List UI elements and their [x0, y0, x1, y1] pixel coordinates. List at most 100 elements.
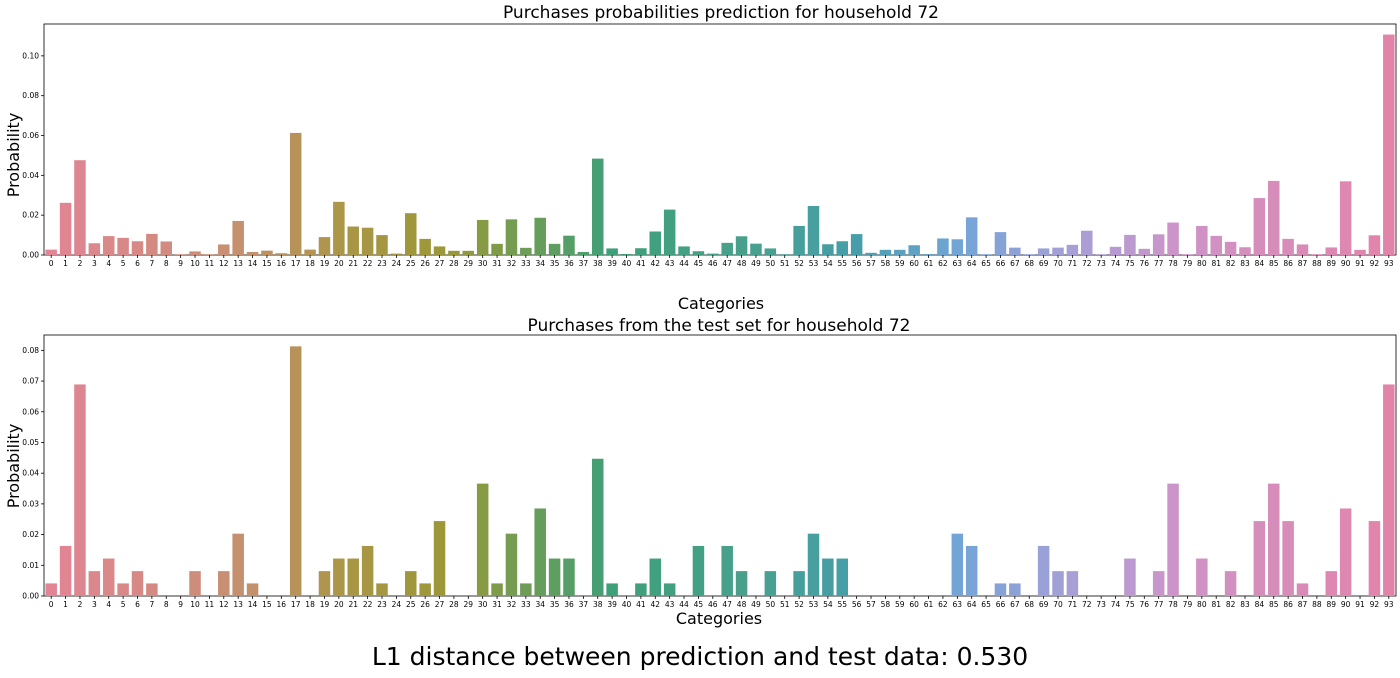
x-tick-label: 61 [924, 600, 934, 609]
bar [433, 246, 446, 255]
bar [1253, 198, 1266, 255]
bar [1210, 235, 1222, 255]
x-tick-label: 79 [1183, 259, 1193, 268]
y-tick-label: 0.06 [22, 407, 39, 416]
x-tick-label: 26 [420, 259, 430, 268]
bar [1267, 180, 1280, 255]
bar [376, 583, 388, 596]
x-tick-label: 42 [651, 600, 661, 609]
x-tick-label: 23 [377, 600, 387, 609]
x-tick-label: 82 [1226, 259, 1236, 268]
bar [1368, 521, 1381, 596]
plot-area: 0.000.010.020.030.040.050.060.070.080 1 2 3… [22, 334, 1397, 609]
bar [764, 571, 777, 596]
x-tick-label: 91 [1355, 600, 1365, 609]
y-tick-label: 0.02 [22, 530, 39, 539]
bar [1009, 247, 1021, 255]
bar [117, 237, 129, 255]
bar [793, 571, 805, 596]
x-tick-label: 51 [780, 600, 790, 609]
x-tick-label: 42 [651, 259, 661, 268]
y-axis-label: Probability [4, 424, 23, 509]
x-tick-label: 88 [1312, 259, 1322, 268]
x-tick-label: 5 [121, 600, 126, 609]
bar [1267, 483, 1280, 596]
x-tick-label: 32 [507, 259, 517, 268]
x-tick-label: 20 [334, 600, 344, 609]
x-tick-label: 19 [320, 600, 330, 609]
bar [361, 545, 374, 596]
bar [951, 533, 964, 596]
x-tick-label: 23 [377, 259, 387, 268]
x-tick-label: 25 [406, 259, 416, 268]
bar [1124, 234, 1136, 255]
x-tick-label: 21 [348, 259, 358, 268]
x-tick-label: 52 [794, 600, 804, 609]
bar [606, 583, 618, 596]
bar [836, 558, 849, 596]
x-tick-label: 81 [1211, 600, 1221, 609]
bar [74, 160, 86, 255]
x-tick-label: 58 [881, 259, 891, 268]
x-tick-label: 30 [478, 259, 488, 268]
bar [160, 241, 173, 255]
bar [793, 225, 805, 255]
bar [45, 249, 57, 255]
x-tick-label: 56 [852, 259, 862, 268]
x-tick-label: 11 [205, 600, 215, 609]
x-tick-label: 21 [348, 600, 358, 609]
bar [1325, 247, 1338, 255]
x-tick-label: 38 [593, 259, 603, 268]
bar [376, 235, 388, 255]
x-tick-label: 77 [1154, 600, 1164, 609]
bar [563, 235, 575, 255]
x-tick-label: 22 [363, 600, 373, 609]
y-tick-label: 0.04 [22, 171, 39, 180]
x-tick-label: 83 [1240, 600, 1250, 609]
x-tick-label: 40 [622, 259, 632, 268]
bar [476, 219, 489, 255]
x-tick-label: 85 [1269, 600, 1279, 609]
bar [218, 244, 230, 255]
x-tick-label: 28 [449, 259, 459, 268]
x-tick-label: 2 [78, 259, 83, 268]
bar [491, 243, 503, 255]
x-tick-label: 36 [564, 259, 574, 268]
bar [822, 558, 834, 596]
bar [333, 558, 345, 596]
bar [591, 158, 604, 255]
x-tick-label: 40 [622, 600, 632, 609]
bar [361, 227, 374, 255]
x-tick-label: 33 [521, 259, 531, 268]
bar [807, 206, 820, 255]
bar [937, 238, 949, 255]
bar [261, 250, 273, 255]
bar [390, 253, 403, 255]
x-tick-label: 73 [1096, 600, 1106, 609]
x-tick-label: 48 [737, 600, 747, 609]
x-tick-label: 43 [665, 259, 675, 268]
x-tick-label: 82 [1226, 600, 1236, 609]
x-tick-label: 85 [1269, 259, 1279, 268]
x-tick-label: 22 [363, 259, 373, 268]
bar [1066, 571, 1079, 596]
bar [591, 458, 604, 596]
y-axis-label: Probability [4, 113, 23, 198]
bar [1383, 384, 1395, 596]
bar [548, 558, 561, 596]
x-tick-label: 41 [636, 259, 646, 268]
bar [678, 246, 690, 255]
x-tick-label: 24 [392, 600, 402, 609]
x-tick-label: 14 [248, 259, 258, 268]
x-tick-label: 75 [1125, 259, 1135, 268]
bar [721, 242, 733, 255]
bar [1239, 247, 1251, 255]
x-tick-label: 44 [679, 259, 689, 268]
bar [520, 247, 532, 255]
bar [620, 254, 633, 255]
bar [1325, 571, 1338, 596]
plot-frame [43, 334, 1397, 597]
bar [218, 571, 230, 596]
x-tick-label: 2 [78, 600, 83, 609]
x-tick-label: 0 [49, 600, 54, 609]
